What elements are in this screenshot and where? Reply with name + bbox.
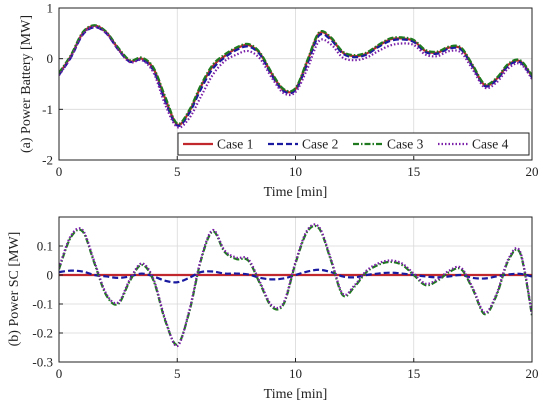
panel-a-x-tick-15: 15 (407, 164, 420, 179)
panel-a-x-tick-20: 20 (526, 164, 539, 179)
panel-a-series-case-3 (59, 24, 532, 125)
panel-a-x-ticks: 0 5 10 15 20 (56, 156, 539, 179)
panel-a-y-axis-label: (a) Power Battery [MW] (19, 15, 34, 153)
panel-b-x-tick-5: 5 (174, 366, 181, 381)
panel-a-y-tick-1: -1 (42, 102, 53, 117)
panel-a-series (59, 24, 532, 129)
panel-b-y-tick-0: 0 (47, 268, 54, 283)
legend-label-case-4: Case 4 (472, 137, 509, 152)
panel-b-x-tick-10: 10 (289, 366, 302, 381)
panel-a-series-case-4 (59, 25, 532, 129)
panel-b-y-tick-0-1: -0.1 (32, 297, 53, 312)
panel-b-x-axis-label: Time [min] (264, 387, 328, 402)
legend-label-case-3: Case 3 (387, 137, 424, 152)
panel-b-y-tick-0-2: -0.2 (32, 326, 53, 341)
legend-entry-case-3: Case 3 (353, 137, 424, 152)
legend-label-case-1: Case 1 (217, 137, 253, 152)
legend-label-case-2: Case 2 (302, 137, 338, 152)
panel-b-x-tick-15: 15 (407, 366, 420, 381)
panel-a-x-tick-5: 5 (174, 164, 181, 179)
panel-a-battery-power: 0 5 10 15 20 -2 -1 0 1 Time [min] (a) Power Bat… (19, 1, 539, 201)
panel-a-x-axis-label: Time [min] (264, 185, 328, 200)
panel-b-x-tick-20: 20 (526, 366, 539, 381)
panel-b-y-ticks: -0.3 -0.2 -0.1 0 0.1 (32, 239, 63, 370)
panel-a-series-case-2 (59, 26, 532, 127)
panel-b-y-tick-0-3: -0.3 (32, 355, 53, 370)
panel-b-sc-power: 0 5 10 15 20 -0.3 -0.2 -0.1 0 0.1 Time [min] (b)… (7, 216, 539, 402)
legend-entry-case-4: Case 4 (438, 137, 509, 152)
panel-b-series (59, 223, 532, 348)
panel-b-series-case-4 (59, 223, 532, 348)
panel-a-y-tick-1: 1 (47, 1, 54, 16)
panel-b-x-tick-0: 0 (56, 366, 63, 381)
panel-a-y-ticks: -2 -1 0 1 (42, 1, 63, 168)
panel-b-y-axis-label: (b) Power SC [MW] (7, 232, 22, 347)
panel-b-y-tick-0-1: 0.1 (37, 239, 53, 254)
legend-entry-case-2: Case 2 (268, 137, 338, 152)
panel-a-y-tick-2: -2 (42, 153, 53, 168)
panel-a-y-tick-0: 0 (47, 51, 54, 66)
panel-b-x-ticks: 0 5 10 15 20 (56, 358, 539, 381)
legend: Case 1 Case 2 Case 3 Case 4 (177, 132, 530, 156)
legend-entry-case-1: Case 1 (183, 137, 253, 152)
panel-a-x-tick-0: 0 (56, 164, 63, 179)
panel-a-x-tick-10: 10 (289, 164, 302, 179)
